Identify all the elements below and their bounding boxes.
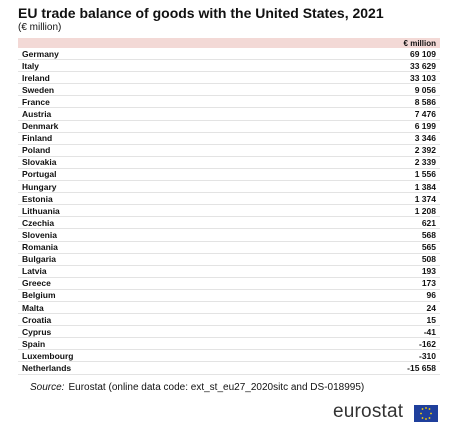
value-cell: 3 346 xyxy=(322,132,440,145)
header-cell xyxy=(18,38,322,48)
value-cell: 69 109 xyxy=(322,48,440,61)
country-cell: Croatia xyxy=(18,313,322,327)
value-cell: -162 xyxy=(322,337,440,351)
country-cell: Germany xyxy=(18,48,322,61)
table-row: Spain -162 xyxy=(18,337,440,351)
value-cell: 1 208 xyxy=(322,204,440,218)
value-cell: -310 xyxy=(322,349,440,363)
value-cell: 621 xyxy=(322,216,440,230)
country-cell: Malta xyxy=(18,301,322,315)
logo-text: eurostat xyxy=(333,401,404,422)
table-row: Malta 24 xyxy=(18,301,440,315)
table-row: Slovakia 2 339 xyxy=(18,156,440,169)
value-cell: -41 xyxy=(322,325,440,339)
source-text: Eurostat (online data code: ext_st_eu27_… xyxy=(68,382,365,393)
table-row: Cyprus -41 xyxy=(18,325,440,339)
value-cell: 6 199 xyxy=(322,120,440,133)
country-cell: Latvia xyxy=(18,265,322,278)
value-cell: 2 392 xyxy=(322,144,440,157)
table-row: Austria 7 476 xyxy=(18,107,440,121)
value-cell: 1 556 xyxy=(322,168,440,182)
country-cell: Finland xyxy=(18,132,322,145)
value-cell: 96 xyxy=(322,289,440,302)
country-cell: Austria xyxy=(18,107,322,121)
table-row: Portugal 1 556 xyxy=(18,168,440,182)
table-row: France 8 586 xyxy=(18,95,440,109)
country-cell: Lithuania xyxy=(18,204,322,218)
value-cell: 7 476 xyxy=(322,107,440,121)
value-cell: 1 384 xyxy=(322,180,440,194)
country-cell: Belgium xyxy=(18,289,322,302)
table-row: Lithuania 1 208 xyxy=(18,204,440,218)
column-header: € million xyxy=(322,38,440,48)
source: Source: Eurostat (online data code: ext_s… xyxy=(30,382,364,393)
table-row: Ireland 33 103 xyxy=(18,71,440,85)
value-cell: 568 xyxy=(322,228,440,242)
value-cell: -15 658 xyxy=(322,361,440,375)
country-cell: Portugal xyxy=(18,168,322,182)
table-row: Hungary 1 384 xyxy=(18,180,440,194)
country-cell: Luxembourg xyxy=(18,349,322,363)
country-cell: Estonia xyxy=(18,192,322,206)
table-row: Czechia 621 xyxy=(18,216,440,230)
subtitle: (€ million) xyxy=(18,22,62,33)
value-cell: 9 056 xyxy=(322,83,440,97)
table-row: Greece 173 xyxy=(18,277,440,290)
table-row: Latvia 193 xyxy=(18,265,440,278)
country-cell: Italy xyxy=(18,59,322,73)
table-body: Germany 69 109 Italy 33 629 Ireland 33 103 Swe… xyxy=(18,48,440,375)
value-cell: 33 103 xyxy=(322,71,440,85)
data-table: € million Germany 69 109 Italy 33 629 Irelan… xyxy=(18,38,440,375)
country-cell: Spain xyxy=(18,337,322,351)
table-row: Netherlands -15 658 xyxy=(18,361,440,375)
value-cell: 24 xyxy=(322,301,440,315)
value-cell: 15 xyxy=(322,313,440,327)
country-cell: Greece xyxy=(18,277,322,290)
table-row: Romania 565 xyxy=(18,241,440,254)
country-cell: Cyprus xyxy=(18,325,322,339)
value-cell: 508 xyxy=(322,253,440,266)
country-cell: Romania xyxy=(18,241,322,254)
country-cell: Slovakia xyxy=(18,156,322,169)
country-cell: Denmark xyxy=(18,120,322,133)
table-row: Poland 2 392 xyxy=(18,144,440,157)
country-cell: Netherlands xyxy=(18,361,322,375)
table-row: Belgium 96 xyxy=(18,289,440,302)
header-row: € million xyxy=(18,38,440,48)
value-cell: 33 629 xyxy=(322,59,440,73)
country-cell: France xyxy=(18,95,322,109)
country-cell: Slovenia xyxy=(18,228,322,242)
table-row: Estonia 1 374 xyxy=(18,192,440,206)
source-label: Source: xyxy=(30,382,65,393)
table-row: Slovenia 568 xyxy=(18,228,440,242)
value-cell: 2 339 xyxy=(322,156,440,169)
value-cell: 173 xyxy=(322,277,440,290)
table-row: Bulgaria 508 xyxy=(18,253,440,266)
table-row: Denmark 6 199 xyxy=(18,120,440,133)
country-cell: Hungary xyxy=(18,180,322,194)
value-cell: 565 xyxy=(322,241,440,254)
country-cell: Bulgaria xyxy=(18,253,322,266)
country-cell: Czechia xyxy=(18,216,322,230)
table-row: Sweden 9 056 xyxy=(18,83,440,97)
table-row: Italy 33 629 xyxy=(18,59,440,73)
table-row: Germany 69 109 xyxy=(18,48,440,61)
table-row: Croatia 15 xyxy=(18,313,440,327)
title: EU trade balance of goods with the Unite… xyxy=(18,5,384,21)
country-cell: Sweden xyxy=(18,83,322,97)
country-cell: Ireland xyxy=(18,71,322,85)
country-cell: Poland xyxy=(18,144,322,157)
value-cell: 193 xyxy=(322,265,440,278)
eu-flag xyxy=(414,405,438,422)
value-cell: 1 374 xyxy=(322,192,440,206)
table-row: Finland 3 346 xyxy=(18,132,440,145)
table-row: Luxembourg -310 xyxy=(18,349,440,363)
value-cell: 8 586 xyxy=(322,95,440,109)
